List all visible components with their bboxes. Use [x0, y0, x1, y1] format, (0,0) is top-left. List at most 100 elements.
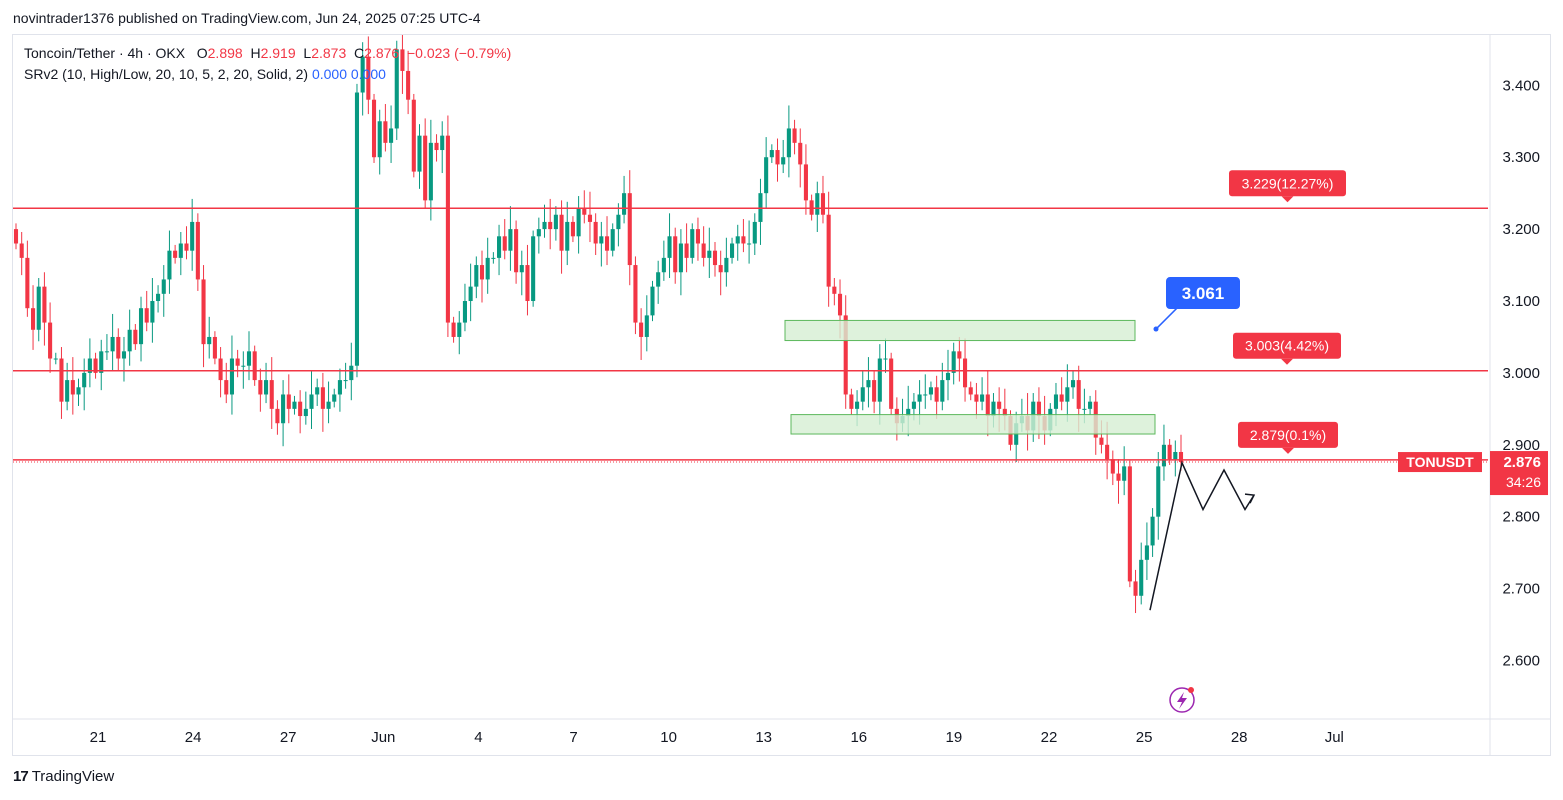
candle-body — [1065, 387, 1070, 402]
candle-body — [667, 236, 672, 258]
candle-body — [406, 70, 411, 100]
close-value: 2.876 — [364, 45, 400, 61]
open-label: O — [196, 45, 208, 61]
symbol-label[interactable]: Toncoin/Tether · 4h · OKX — [24, 45, 186, 61]
candle-body — [775, 150, 780, 165]
candle-body — [707, 250, 712, 258]
level-label-text: 3.003(4.42%) — [1245, 338, 1329, 354]
callout-connector — [1155, 306, 1179, 330]
y-tick-label: 3.400 — [1502, 77, 1540, 94]
candle-body — [76, 387, 81, 395]
high-value: 2.919 — [260, 45, 296, 61]
candle-body — [400, 49, 405, 71]
lightning-icon — [1169, 687, 1195, 713]
candle-body — [31, 308, 36, 330]
candle-body — [985, 394, 990, 417]
candle-body — [752, 221, 757, 244]
low-value: 2.873 — [311, 45, 347, 61]
x-tick-label: 27 — [280, 729, 297, 746]
candle-body — [19, 243, 24, 258]
candle-body — [934, 387, 939, 402]
candle-body — [826, 214, 831, 287]
candle-body — [99, 351, 104, 373]
candle-body — [326, 401, 331, 409]
candle-body — [570, 221, 575, 237]
y-tick-label: 2.700 — [1502, 581, 1540, 598]
candle-body — [911, 401, 916, 409]
publisher-line: novintrader1376 published on TradingView… — [13, 10, 481, 26]
candle-body — [587, 214, 593, 222]
candle-body — [928, 387, 933, 395]
candle-body — [184, 243, 189, 251]
candle-body — [252, 351, 257, 381]
candle-body — [769, 150, 774, 158]
support-resistance-zone — [790, 414, 1156, 435]
candle-body — [695, 229, 700, 244]
support-resistance-zone — [784, 319, 1136, 342]
candle-body — [792, 128, 797, 143]
candle-body — [173, 250, 178, 258]
candle-body — [65, 380, 70, 402]
indicator-legend: SRv2 (10, High/Low, 20, 10, 5, 2, 20, So… — [24, 66, 386, 82]
candle-body — [1127, 466, 1132, 582]
candle-body — [178, 243, 183, 258]
candle-body — [451, 322, 456, 337]
candle-body — [479, 265, 485, 280]
candle-body — [349, 365, 354, 381]
candle-body — [610, 229, 615, 251]
candle-body — [218, 358, 223, 381]
tradingview-logo-icon: 17 — [13, 768, 29, 785]
candle-body — [883, 358, 888, 360]
candle-body — [786, 128, 791, 158]
candle-body — [963, 358, 968, 388]
candle-body — [1173, 451, 1178, 460]
x-tick-label: 28 — [1231, 729, 1248, 746]
low-label: L — [303, 45, 312, 61]
ohlc-legend: Toncoin/Tether · 4h · OKX O2.898 H2.919 … — [24, 45, 511, 61]
candle-body — [1053, 394, 1059, 409]
level-label-box — [1229, 170, 1346, 197]
candle-body — [997, 401, 1002, 409]
candle-body — [644, 315, 649, 337]
x-tick-label: 24 — [185, 729, 202, 746]
candle-body — [604, 236, 610, 251]
candle-body — [497, 236, 502, 258]
candle-body — [383, 121, 388, 143]
candle-body — [866, 380, 871, 388]
candle-body — [872, 380, 877, 402]
x-tick-label: 10 — [660, 729, 677, 746]
level-label-pointer — [1281, 196, 1294, 203]
candle-body — [82, 372, 87, 388]
candle-body — [156, 293, 161, 302]
candle-body — [87, 358, 92, 373]
candle-body — [724, 257, 729, 273]
candle-body — [1105, 444, 1110, 460]
candle-body — [434, 142, 439, 151]
candle-body — [195, 221, 200, 280]
indicator-value-1: 0.000 — [311, 66, 347, 82]
level-label-pointer — [1281, 358, 1293, 365]
candle-body — [502, 236, 507, 251]
candle-body — [508, 229, 513, 251]
candle-body — [229, 358, 234, 395]
candle-body — [423, 135, 428, 201]
candle-body — [536, 229, 541, 237]
candle-body — [474, 265, 479, 287]
indicator-label[interactable]: SRv2 (10, High/Low, 20, 10, 5, 2, 20, So… — [24, 66, 309, 82]
candle-body — [1110, 459, 1115, 474]
level-label-box — [1233, 332, 1341, 359]
candle-body — [741, 236, 746, 244]
candle-body — [1139, 559, 1144, 596]
candle-body — [468, 286, 473, 302]
x-tick-label: 16 — [850, 729, 867, 746]
candle-body — [70, 380, 75, 395]
callout-box — [1166, 277, 1240, 310]
y-tick-label: 3.100 — [1502, 293, 1540, 310]
footer-brand: 17 TradingView — [13, 768, 114, 785]
candle-body — [980, 394, 985, 402]
candle-body — [849, 394, 854, 409]
notification-dot-icon — [1188, 687, 1194, 693]
candle-body — [1070, 380, 1076, 388]
candle-body — [303, 408, 308, 417]
